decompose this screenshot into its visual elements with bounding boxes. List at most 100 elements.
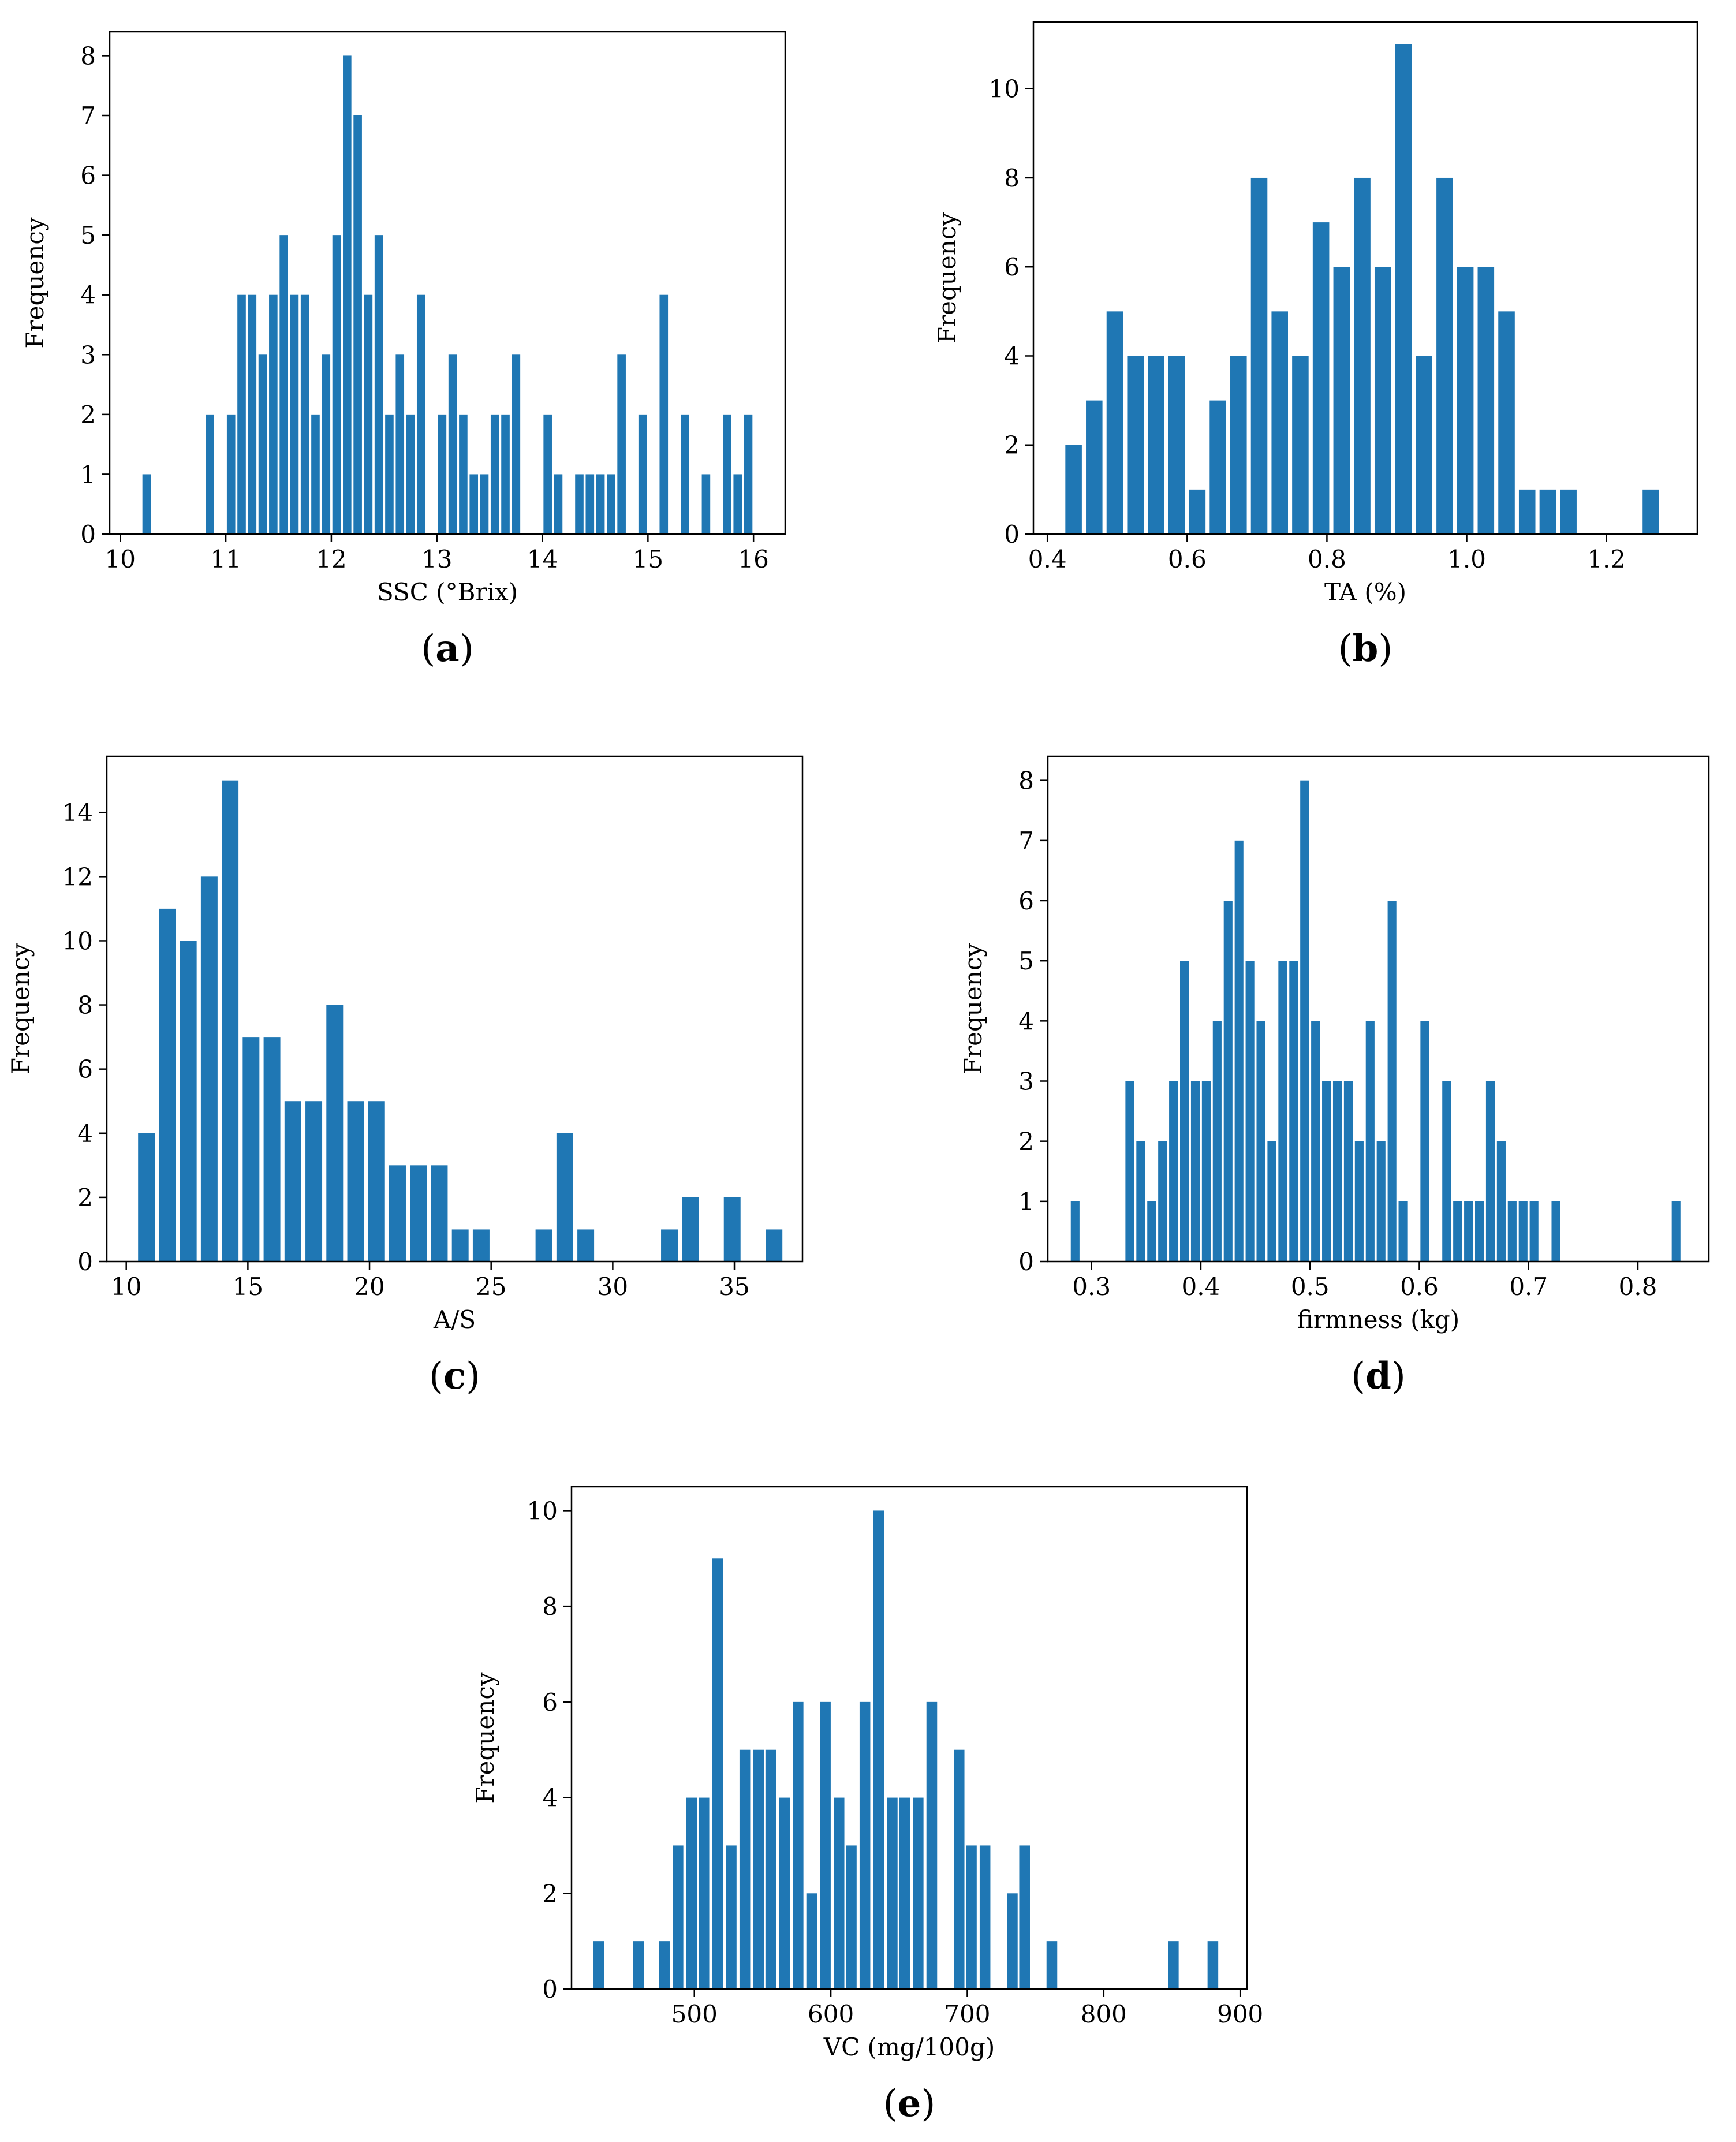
- y-tick-label: 4: [80, 281, 96, 309]
- panel-e: 500 600 700 800 900 0 2 4 6 8 10 VC (mg/100g) Freque…: [471, 1486, 1263, 2125]
- x-tick-label: 1.2: [1587, 545, 1626, 573]
- y-tick-label: 7: [80, 102, 96, 130]
- bar: [406, 414, 415, 534]
- y-tick-label: 2: [542, 1879, 558, 1908]
- panel-label: (d): [1351, 1354, 1406, 1398]
- bar: [1207, 1941, 1219, 1989]
- y-tick-label: 6: [1018, 887, 1034, 915]
- bar: [1189, 489, 1206, 534]
- bar: [1551, 1201, 1560, 1262]
- bar: [926, 1701, 938, 1989]
- bar: [290, 294, 299, 534]
- bar: [766, 1229, 783, 1262]
- axes-frame: [1032, 21, 1698, 535]
- bar: [395, 354, 405, 534]
- bar: [673, 1845, 684, 1989]
- bar: [659, 1941, 670, 1989]
- bar: [1395, 44, 1412, 534]
- bar: [765, 1749, 776, 1989]
- bar: [834, 1797, 845, 1989]
- bar: [1322, 1081, 1331, 1262]
- bar: [206, 414, 214, 534]
- x-tick-label: 16: [738, 545, 768, 573]
- y-tick-label: 0: [77, 1248, 93, 1276]
- y-tick-label: 4: [542, 1784, 558, 1812]
- bar: [1474, 1201, 1484, 1262]
- bar: [1376, 1141, 1386, 1262]
- bar: [1485, 1081, 1495, 1262]
- bar: [1365, 1021, 1375, 1262]
- bar: [459, 414, 468, 534]
- bar: [368, 1101, 385, 1262]
- y-tick-label: 6: [1004, 253, 1020, 281]
- bar: [438, 414, 447, 534]
- bar: [480, 474, 489, 534]
- x-axis-title: VC (mg/100g): [823, 2033, 995, 2061]
- y-tick-label: 8: [542, 1592, 558, 1621]
- x-tick-label: 0.5: [1291, 1272, 1330, 1301]
- bar: [1560, 489, 1577, 534]
- bar: [472, 1229, 490, 1262]
- x-tick-label: 0.6: [1400, 1272, 1439, 1301]
- bar: [661, 1229, 678, 1262]
- bar: [585, 474, 595, 534]
- bar: [1496, 1141, 1506, 1262]
- bar: [385, 414, 394, 534]
- bar: [1201, 1081, 1211, 1262]
- y-tick-label: 2: [1004, 431, 1020, 460]
- bar: [1278, 961, 1287, 1262]
- x-tick-label: 0.8: [1619, 1272, 1657, 1301]
- bar: [733, 474, 742, 534]
- bar: [744, 414, 753, 534]
- x-axis-title: firmness (kg): [1297, 1305, 1459, 1334]
- x-tick-label: 800: [1081, 2000, 1127, 2028]
- bar: [332, 235, 341, 534]
- y-tick-label: 2: [77, 1184, 93, 1212]
- bar: [1518, 489, 1536, 534]
- bar: [258, 354, 267, 534]
- x-tick-label: 13: [421, 545, 452, 573]
- bar: [607, 474, 615, 534]
- y-tick-label: 6: [77, 1055, 93, 1084]
- bar: [699, 1797, 710, 1989]
- x-tick-label: 0.7: [1509, 1272, 1548, 1301]
- y-tick-label: 8: [1004, 164, 1020, 192]
- bar: [575, 474, 584, 534]
- bar: [633, 1941, 644, 1989]
- bar: [1046, 1941, 1058, 1989]
- bar: [1289, 961, 1298, 1262]
- x-tick-label: 25: [476, 1272, 506, 1301]
- y-tick-label: 8: [77, 991, 93, 1020]
- bar: [820, 1701, 831, 1989]
- bar: [222, 780, 239, 1262]
- bar: [269, 294, 278, 534]
- bar: [374, 235, 383, 534]
- bar: [431, 1165, 448, 1262]
- y-tick-label: 0: [542, 1975, 558, 2003]
- bar: [686, 1797, 697, 1989]
- y-tick-label: 3: [80, 341, 96, 369]
- bar: [682, 1197, 699, 1262]
- y-tick-label: 5: [80, 221, 96, 249]
- bar: [159, 908, 176, 1262]
- bar: [237, 294, 246, 534]
- bar: [242, 1037, 260, 1262]
- y-tick-label: 2: [80, 401, 96, 429]
- y-tick-label: 4: [77, 1119, 93, 1148]
- bar: [410, 1165, 427, 1262]
- x-tick-label: 12: [316, 545, 346, 573]
- bar: [1343, 1081, 1353, 1262]
- bar: [1158, 1141, 1167, 1262]
- x-tick-label: 11: [210, 545, 241, 573]
- bar: [1292, 356, 1309, 534]
- bar: [1271, 311, 1288, 534]
- bar: [1374, 267, 1391, 534]
- y-tick-label: 0: [80, 520, 96, 548]
- x-axis-title: TA (%): [1324, 578, 1406, 606]
- bar: [451, 1229, 469, 1262]
- x-axis-title: SSC (°Brix): [377, 578, 518, 606]
- y-tick-label: 10: [62, 927, 93, 955]
- bar: [469, 474, 479, 534]
- bar: [887, 1797, 898, 1989]
